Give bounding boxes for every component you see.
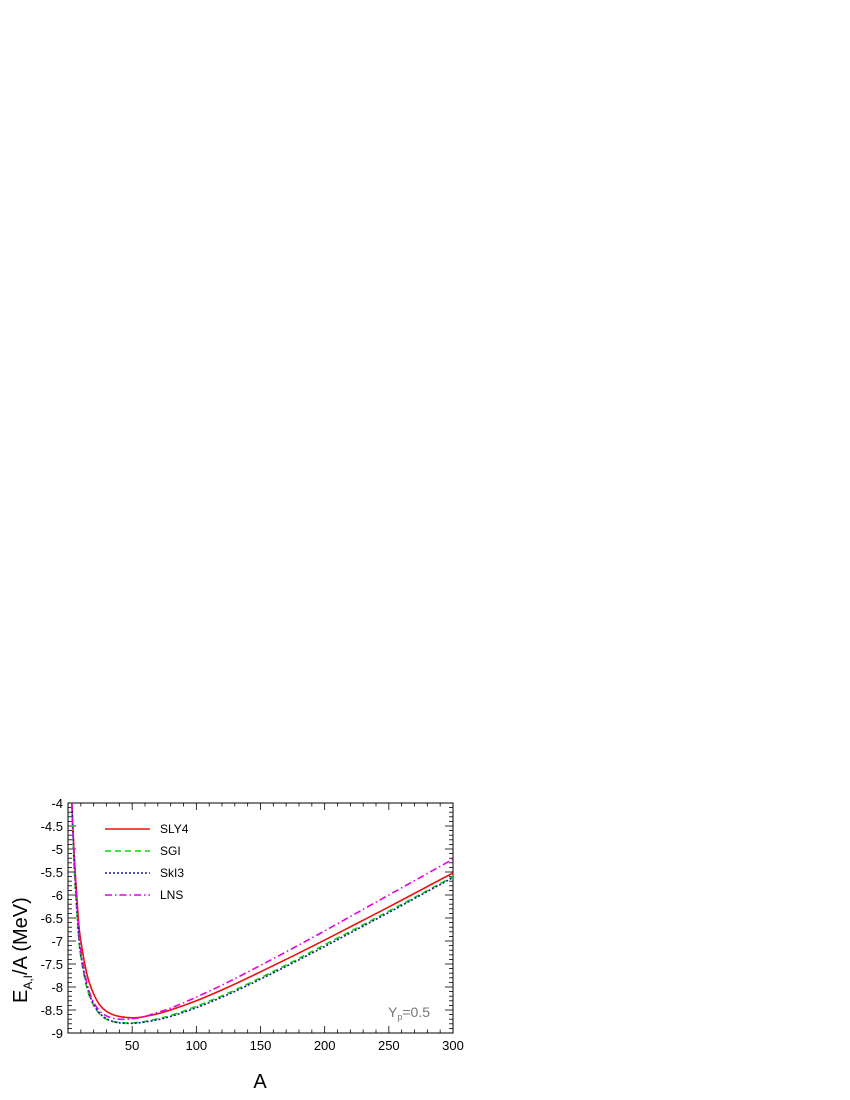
legend-label-sgi: SGI [160, 844, 181, 858]
x-tick-label: 250 [378, 1038, 400, 1053]
series-line-lns [71, 803, 453, 1021]
x-tick-label: 200 [314, 1038, 336, 1053]
y-tick-label: -4 [51, 796, 63, 811]
y-tick-label: -6 [51, 888, 63, 903]
annotation-sub: p [397, 1012, 402, 1022]
x-tick-label: 100 [185, 1038, 207, 1053]
x-axis-title: A [253, 1071, 267, 1093]
legend-label-ski3: SkI3 [160, 866, 184, 880]
y-tick-label: -5 [51, 842, 63, 857]
series-line-sgi [71, 803, 453, 1024]
y-axis-title-sub: A,I [21, 975, 35, 990]
y-tick-label: -7.5 [41, 957, 63, 972]
y-tick-label: -8 [51, 980, 63, 995]
series-lines [71, 803, 453, 1025]
y-tick-label: -4.5 [41, 819, 63, 834]
y-tick-label: -6.5 [41, 911, 63, 926]
x-tick-label: 150 [250, 1038, 272, 1053]
annotation-rest: =0.5 [402, 1004, 430, 1020]
tick-labels: 50 100 150 200 250 300 -4 -4.5 -5 -5.5 -6 -6.5 -7 -7.… [41, 796, 464, 1053]
legend-label-lns: LNS [160, 888, 183, 902]
plot-frame [67, 802, 454, 1034]
legend-label-sly4: SLY4 [160, 822, 189, 836]
y-axis-title-main: E [10, 990, 32, 1003]
y-tick-label: -8.5 [41, 1003, 63, 1018]
annotation-main: Y [388, 1004, 398, 1020]
y-tick-label: -7 [51, 934, 63, 949]
series-line-sly4 [71, 803, 453, 1019]
x-tick-label: 50 [125, 1038, 139, 1053]
legend: SLY4 SGI SkI3 LNS [105, 822, 189, 902]
y-tick-label: -9 [51, 1026, 63, 1041]
axis-ticks [68, 802, 454, 1034]
y-tick-label: -5.5 [41, 865, 63, 880]
series-line-ski3 [71, 803, 453, 1025]
y-axis-title: EA,I/A (MeV) [10, 897, 35, 1003]
x-tick-label: 300 [442, 1038, 464, 1053]
y-axis-title-rest: /A (MeV) [10, 897, 32, 975]
annotation: Yp=0.5 [388, 1004, 430, 1022]
